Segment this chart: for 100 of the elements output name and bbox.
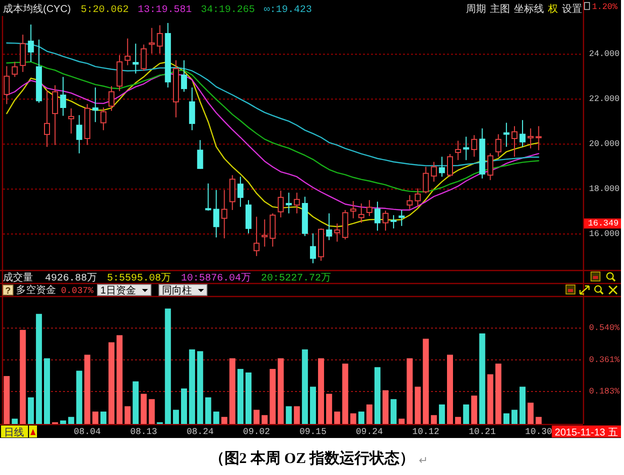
candlestick (536, 126, 542, 151)
bar (520, 386, 526, 424)
text: 成交量 (3, 272, 33, 284)
text: 设置 (562, 3, 582, 15)
candlestick (197, 140, 204, 170)
candlestick (205, 182, 212, 212)
text: 10:5876.04万 (181, 272, 252, 284)
candlestick (60, 76, 66, 116)
candlestick (406, 194, 413, 210)
bar (181, 388, 188, 424)
bar (221, 416, 228, 424)
candlestick (68, 108, 74, 134)
bar (528, 402, 534, 424)
bar (197, 351, 204, 424)
x-tick-label: 08.04 (74, 427, 101, 437)
bar (172, 410, 179, 424)
candlestick (181, 60, 188, 92)
bar (350, 413, 356, 424)
bar (20, 330, 26, 424)
bar (116, 335, 123, 424)
help-icon: ? (2, 284, 14, 296)
candlestick (398, 209, 405, 226)
text: 主图 (490, 3, 510, 15)
bar (463, 404, 470, 424)
candlestick (262, 218, 268, 248)
bar (262, 415, 268, 424)
text: 坐标线 (514, 3, 544, 15)
bar (422, 338, 429, 424)
text: 权 (547, 3, 558, 15)
bar (342, 364, 348, 424)
bar (455, 416, 462, 424)
bar (390, 399, 397, 424)
chart-title: 成本均线(CYC) (3, 3, 71, 15)
candlestick (511, 126, 518, 158)
candlestick (28, 24, 34, 62)
x-tick-label: 10.12 (412, 427, 440, 437)
bar (28, 397, 34, 424)
bar (36, 314, 42, 424)
bar (140, 394, 147, 424)
bar (536, 416, 542, 424)
control-dropdown: 同向柱 (158, 284, 208, 296)
text: 5:5595.08万 (107, 272, 172, 284)
candlestick (52, 84, 58, 146)
candlestick (148, 27, 155, 54)
price-label: 16.349 (584, 218, 621, 228)
candlestick (495, 134, 502, 158)
bar (511, 410, 518, 424)
candlestick (221, 189, 228, 239)
bar (4, 376, 10, 424)
candlestick (213, 189, 220, 238)
bar (92, 412, 98, 424)
bar (229, 358, 236, 424)
candlestick (44, 90, 50, 148)
candlestick (334, 222, 340, 242)
candlestick (124, 38, 131, 66)
bar (438, 404, 445, 424)
x-tick-label: 09.15 (299, 427, 326, 437)
candlestick (246, 200, 252, 234)
text: 0.037% (61, 286, 94, 296)
bar (286, 406, 292, 424)
day-label: 日线 (1, 426, 28, 438)
y-tick-label: 20.000 (589, 139, 620, 150)
date-label: 2015-11-13 五 (552, 426, 621, 438)
y-tick-label: 22.000 (589, 94, 620, 104)
bar (44, 358, 50, 424)
y-tick-label: 18.000 (589, 184, 620, 194)
candlestick (270, 212, 276, 248)
candlestick (528, 128, 534, 149)
y-tick-label: 16.000 (589, 229, 620, 240)
bar (124, 406, 131, 424)
legend: 5:20.062 13:19.581 34:19.265 ∞:19.423 (80, 5, 312, 16)
bar (382, 390, 389, 424)
bar (294, 406, 300, 424)
candlestick (487, 152, 494, 181)
x-tick-label: 09.24 (356, 427, 383, 437)
candlestick (430, 161, 437, 182)
bar (318, 358, 324, 424)
candlestick (189, 86, 196, 131)
candlestick (229, 174, 236, 210)
candlestick (108, 86, 114, 112)
x-tick-label: 09.02 (243, 427, 270, 437)
y-tick-label: 24.000 (589, 49, 620, 60)
x-tick-label: 08.24 (186, 427, 214, 437)
bar (398, 418, 405, 424)
candlestick (390, 214, 397, 229)
bar (254, 410, 260, 424)
y-tick-label: 0.361% (589, 354, 621, 365)
candlestick (254, 216, 260, 257)
bar (164, 308, 171, 424)
candlestick (100, 106, 106, 131)
bar (326, 394, 332, 424)
text: 20:5227.72万 (261, 272, 332, 284)
bar (503, 413, 510, 424)
x-tick-label: 08.13 (130, 427, 158, 437)
candlestick (156, 24, 163, 54)
candlestick (382, 210, 389, 232)
candlestick (326, 212, 332, 241)
bar (132, 381, 139, 424)
candlestick (350, 200, 356, 219)
text: 1.20% (592, 2, 618, 12)
